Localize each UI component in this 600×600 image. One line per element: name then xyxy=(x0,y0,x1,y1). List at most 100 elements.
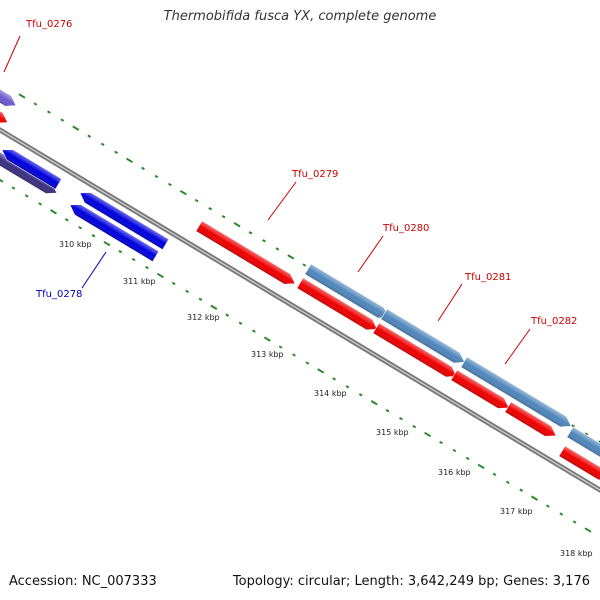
ruler-minor-tick xyxy=(492,472,497,476)
ruler-minor-tick xyxy=(141,166,145,171)
backbone-highlight xyxy=(0,129,600,491)
ruler-minor-tick xyxy=(38,202,42,206)
label-tfu-0278[interactable]: Tfu_0278 xyxy=(35,289,82,300)
label-tfu-0276[interactable]: Tfu_0276 xyxy=(25,19,72,30)
gene-red-5[interactable] xyxy=(450,369,512,413)
ruler-minor-tick xyxy=(559,512,564,516)
ruler-major-tick xyxy=(18,93,26,99)
ruler-minor-tick xyxy=(305,361,310,365)
gene-dark-purple-shading xyxy=(0,150,57,194)
ruler-label: 316 kbp xyxy=(438,468,471,477)
ruler-minor-tick xyxy=(546,504,550,508)
gene-blue-2[interactable] xyxy=(77,188,170,251)
ruler-major-tick xyxy=(263,336,271,342)
ruler-major-tick xyxy=(156,272,164,279)
ruler-minor-tick xyxy=(412,424,417,429)
ruler-minor-tick xyxy=(60,118,65,122)
gene-red-top-body xyxy=(0,97,9,124)
ruler-major-tick xyxy=(530,495,539,501)
gene-red-6[interactable] xyxy=(504,401,559,441)
leader-tfu-0282 xyxy=(504,328,531,365)
gene-blue-3[interactable] xyxy=(67,200,160,263)
ruler-minor-tick xyxy=(248,231,253,235)
ruler-minor-tick xyxy=(87,134,92,138)
label-tfu-0279[interactable]: Tfu_0279 xyxy=(291,169,338,180)
gene-tfu-0281-shading xyxy=(380,308,465,363)
ruler-major-tick xyxy=(233,222,241,228)
label-tfu-0280[interactable]: Tfu_0280 xyxy=(382,223,429,234)
ruler-major-tick xyxy=(179,189,187,196)
leader-tfu-0278 xyxy=(81,251,107,289)
gene-red-4[interactable] xyxy=(372,322,460,382)
gene-purple-top[interactable] xyxy=(0,78,19,111)
gene-purple-top-shading xyxy=(0,78,17,107)
ruler-minor-tick xyxy=(208,207,213,211)
ruler-minor-tick xyxy=(252,329,256,333)
ruler-minor-tick xyxy=(238,321,243,325)
leader-tfu-0276 xyxy=(3,35,21,73)
ruler-minor-tick xyxy=(452,448,457,453)
gene-red-7[interactable] xyxy=(558,445,600,485)
gene-red-mid[interactable] xyxy=(296,277,380,335)
ruler-minor-tick xyxy=(33,102,38,106)
gene-features xyxy=(0,78,600,485)
gene-red-6-shading xyxy=(504,401,557,437)
ruler-minor-tick xyxy=(185,289,189,294)
gene-red-mid-shading xyxy=(296,277,378,330)
gene-steel-edge[interactable] xyxy=(566,426,600,468)
ruler-minor-tick xyxy=(154,174,159,179)
ruler-minor-tick xyxy=(225,313,230,317)
ruler-label: 311 kbp xyxy=(123,277,156,286)
gene-tfu-0279[interactable] xyxy=(195,220,298,289)
gene-red-5-shading xyxy=(450,369,509,409)
ruler-major-tick xyxy=(72,125,80,131)
ruler-minor-tick xyxy=(194,198,199,203)
genome-summary: Topology: circular; Length: 3,642,249 bp… xyxy=(232,574,590,589)
gene-tfu-0280-shading xyxy=(304,263,389,318)
ruler-minor-tick xyxy=(47,110,51,114)
ruler-minor-tick xyxy=(345,385,350,389)
gene-red-4-shading xyxy=(372,322,457,377)
ruler-label: 312 kbp xyxy=(187,313,220,322)
ruler-minor-tick xyxy=(168,182,172,187)
ruler-major-tick xyxy=(125,157,134,164)
ruler-minor-tick xyxy=(465,456,470,461)
ruler-minor-tick xyxy=(439,440,443,445)
ruler-minor-tick xyxy=(131,257,136,262)
ruler-minor-tick xyxy=(118,249,123,254)
gene-red-top[interactable] xyxy=(0,97,11,128)
ruler-minor-tick xyxy=(91,234,96,238)
ruler-major-tick xyxy=(0,177,4,183)
ruler-major-tick xyxy=(49,209,58,215)
ruler-label: 314 kbp xyxy=(314,389,347,398)
ruler-minor-tick xyxy=(64,218,69,222)
labels: Tfu_0276 Tfu_0278 Tfu_0279 Tfu_0280 Tfu_0281… xyxy=(25,19,593,558)
ruler-minor-tick xyxy=(221,215,226,219)
ruler-label: 310 kbp xyxy=(59,240,92,249)
ruler-minor-tick xyxy=(275,247,280,251)
ruler-minor-tick xyxy=(571,424,575,428)
ruler-minor-tick xyxy=(505,480,510,484)
ruler-major-tick xyxy=(287,254,295,260)
gene-steel-edge-shading xyxy=(566,426,600,464)
ruler-label: 318 kbp xyxy=(560,549,593,558)
label-tfu-0282[interactable]: Tfu_0282 xyxy=(530,316,577,327)
ruler-minor-tick xyxy=(262,239,266,243)
label-tfu-0281[interactable]: Tfu_0281 xyxy=(464,272,511,283)
ruler-minor-tick xyxy=(572,520,577,524)
gene-tfu-0282[interactable] xyxy=(460,356,574,432)
gene-blue-1[interactable] xyxy=(0,145,63,190)
ruler-minor-tick xyxy=(11,186,16,190)
gene-tfu-0281[interactable] xyxy=(380,308,468,368)
ruler-major-tick xyxy=(317,368,325,374)
gene-blue-2-shading xyxy=(80,192,169,250)
ruler-minor-tick xyxy=(145,265,149,270)
ruler-minor-tick xyxy=(278,345,283,349)
ruler-major-tick xyxy=(103,240,111,247)
ruler xyxy=(0,93,600,533)
ruler-minor-tick xyxy=(100,142,105,146)
ruler-label: 317 kbp xyxy=(500,507,533,516)
ruler-minor-tick xyxy=(302,263,307,267)
ruler-minor-tick xyxy=(78,226,83,230)
